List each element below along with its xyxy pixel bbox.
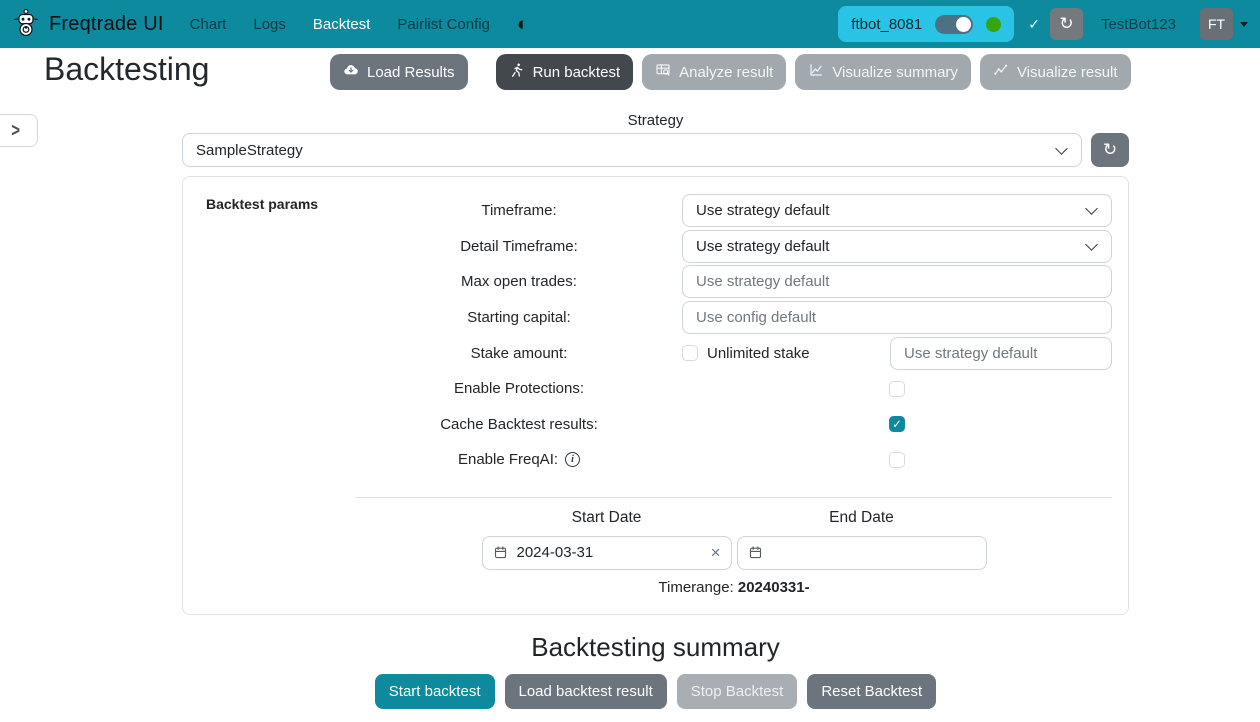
param-row-detail-timeframe: Detail Timeframe: Use strategy default — [356, 229, 1112, 265]
analyze-result-button[interactable]: Analyze result — [642, 54, 787, 90]
start-date-value: 2024-03-31 — [516, 544, 594, 562]
navbar: Freqtrade UI Chart Logs Backtest Pairlis… — [0, 0, 1260, 48]
unlimited-stake-checkbox[interactable] — [682, 345, 698, 362]
bot-connected-check-icon: ✓ — [1028, 15, 1040, 32]
calendar-icon — [493, 545, 508, 560]
param-row-timeframe: Timeframe: Use strategy default — [356, 193, 1112, 229]
stake-amount-input[interactable] — [890, 336, 1112, 370]
freqai-info-icon[interactable]: i — [565, 452, 581, 468]
visualize-result-button[interactable]: Visualize result — [979, 54, 1131, 90]
load-backtest-result-button[interactable]: Load backtest result — [504, 674, 667, 709]
page-title: Backtesting — [44, 51, 210, 87]
theme-toggle-icon[interactable]: ◐ — [516, 13, 529, 35]
nav-links: Chart Logs Backtest Pairlist Config ◐ — [190, 15, 529, 34]
brand[interactable]: Freqtrade UI — [12, 8, 164, 41]
strategy-select[interactable]: SampleStrategy — [182, 133, 1082, 167]
params-divider — [356, 496, 1112, 498]
max-open-trades-input[interactable] — [682, 265, 1112, 299]
end-date-label: End Date — [829, 508, 894, 526]
calendar-icon — [748, 545, 763, 560]
cache-backtest-results-checkbox[interactable] — [889, 416, 905, 433]
cloud-download-icon — [343, 62, 359, 82]
header-action-bar: Load Results Run backtest Analyze resu — [330, 54, 1131, 90]
end-date-input[interactable] — [736, 535, 987, 570]
strategy-row: SampleStrategy ↻ — [182, 133, 1129, 167]
reset-backtest-button[interactable]: Reset Backtest — [807, 674, 937, 709]
params-form: Timeframe: Use strategy default Detail T… — [356, 193, 1112, 498]
username: TestBot123 — [1100, 15, 1176, 33]
sidebar-expand-button[interactable]: > — [0, 114, 38, 147]
backtest-params-card: Backtest params Timeframe: Use strategy … — [182, 176, 1129, 615]
nav-link-logs[interactable]: Logs — [253, 15, 286, 33]
start-backtest-button[interactable]: Start backtest — [374, 674, 495, 709]
param-row-cache-results: Cache Backtest results: — [356, 407, 1112, 443]
strategy-label: Strategy — [627, 112, 684, 129]
bot-online-toggle[interactable] — [935, 14, 974, 34]
detail-timeframe-select[interactable]: Use strategy default — [682, 229, 1112, 263]
param-row-enable-protections: Enable Protections: — [356, 371, 1112, 407]
navbar-refresh-button[interactable]: ↻ — [1049, 8, 1083, 40]
stop-backtest-button[interactable]: Stop Backtest — [676, 674, 798, 709]
dates-row: Start Date 2024-03-31 × End Date — [356, 509, 1112, 570]
strategy-refresh-button[interactable]: ↻ — [1091, 133, 1129, 167]
run-backtest-button[interactable]: Run backtest — [495, 54, 634, 90]
start-date-input[interactable]: 2024-03-31 × — [481, 535, 732, 570]
end-date-group: End Date — [736, 508, 987, 570]
param-row-stake-amount: Stake amount: Unlimited stake — [356, 335, 1112, 371]
summary-buttons: Start backtest Load backtest result Stop… — [182, 674, 1129, 709]
summary-title: Backtesting summary — [531, 632, 780, 662]
start-date-group: Start Date 2024-03-31 × — [481, 508, 732, 570]
unlimited-stake-group: Unlimited stake — [682, 345, 810, 362]
timerange-value: 20240331- — [737, 578, 810, 596]
timerange-display: Timerange: 20240331- — [356, 579, 1112, 596]
param-row-starting-capital: Starting capital: — [356, 300, 1112, 336]
timerange-label: Timerange: — [658, 578, 734, 596]
chart-line-icon — [808, 62, 824, 82]
enable-freqai-checkbox[interactable] — [889, 451, 905, 468]
starting-capital-input[interactable] — [682, 301, 1112, 335]
navbar-right: ftbot_8081 ✓ ↻ TestBot123 FT — [838, 6, 1248, 42]
enable-protections-checkbox[interactable] — [889, 380, 905, 397]
runner-icon — [509, 62, 525, 82]
start-date-label: Start Date — [571, 508, 642, 526]
card-legend: Backtest params — [206, 196, 319, 212]
brand-title: Freqtrade UI — [49, 12, 164, 35]
unlimited-stake-label: Unlimited stake — [707, 344, 810, 362]
main-content: Strategy SampleStrategy ↻ Backtest param… — [182, 112, 1129, 709]
param-row-enable-freqai: Enable FreqAI: i — [356, 442, 1112, 478]
freqtrade-robot-logo-icon — [12, 8, 40, 41]
clear-start-date-icon[interactable]: × — [710, 543, 721, 563]
user-menu-caret-icon[interactable] — [1240, 21, 1248, 27]
bot-name: ftbot_8081 — [851, 15, 923, 33]
nav-link-pairlist-config[interactable]: Pairlist Config — [397, 15, 490, 33]
table-search-icon — [655, 62, 671, 82]
strategy-select-value: SampleStrategy — [196, 141, 303, 159]
chart-scatter-icon — [993, 62, 1009, 82]
visualize-summary-button[interactable]: Visualize summary — [795, 54, 971, 90]
nav-link-chart[interactable]: Chart — [189, 15, 227, 33]
bot-selector-badge[interactable]: ftbot_8081 — [838, 6, 1015, 42]
load-results-button[interactable]: Load Results — [330, 54, 468, 90]
param-row-max-open-trades: Max open trades: — [356, 264, 1112, 300]
bot-status-dot — [986, 16, 1002, 32]
user-avatar[interactable]: FT — [1200, 8, 1233, 40]
timeframe-select[interactable]: Use strategy default — [682, 194, 1112, 228]
nav-link-backtest[interactable]: Backtest — [312, 15, 371, 33]
chevron-right-icon: > — [11, 119, 20, 142]
